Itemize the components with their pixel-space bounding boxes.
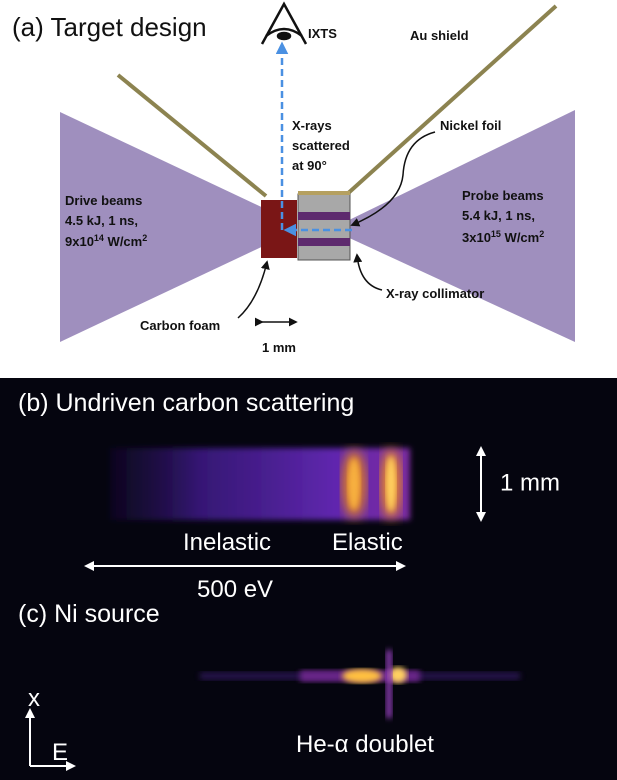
inelastic-core — [348, 458, 360, 510]
pointer — [357, 255, 382, 290]
superscript: 14 — [94, 233, 104, 243]
label-line: 4.5 kJ, 1 ns, — [65, 213, 138, 228]
figure: (a) Target design IXTS Au shield Nickel … — [0, 0, 617, 780]
label: 3x1015 W/cm2 — [462, 229, 544, 245]
superscript: 2 — [539, 229, 544, 239]
label: 1 mm — [262, 340, 296, 355]
label: He-α doublet — [296, 731, 434, 758]
label: Carbon foam — [140, 318, 220, 333]
elastic-core — [386, 456, 396, 512]
collimator — [298, 194, 350, 260]
label-line: scattered — [292, 138, 350, 153]
label-line: Drive beams — [65, 193, 142, 208]
label: 9x1014 W/cm2 — [65, 233, 147, 249]
label: Nickel foil — [440, 118, 501, 133]
label: 1 mm — [500, 469, 560, 496]
image-background — [0, 378, 617, 780]
vertical-streak — [386, 650, 392, 718]
axis-label: x — [28, 685, 40, 712]
label: Elastic — [332, 529, 403, 556]
eye-icon — [262, 4, 306, 44]
panel-title: (a) Target design — [12, 12, 207, 42]
label-line: Probe beams — [462, 188, 544, 203]
collimator-top — [298, 191, 350, 195]
label-line: X-rays — [292, 118, 332, 133]
label-line: at 90° — [292, 158, 327, 173]
label: IXTS — [308, 26, 337, 41]
label: Au shield — [410, 28, 469, 43]
label: X-ray collimator — [386, 286, 484, 301]
page: { "panel_a": { "title": "(a) Target desi… — [0, 0, 617, 780]
doublet-peak — [342, 669, 382, 683]
label: Inelastic — [183, 529, 271, 556]
collimator-stripe — [298, 238, 350, 246]
text: 9x10 — [65, 234, 94, 249]
text: W/cm — [501, 230, 539, 245]
label: 500 eV — [197, 576, 273, 603]
text: 3x10 — [462, 230, 491, 245]
text: W/cm — [104, 234, 142, 249]
label-line: 5.4 kJ, 1 ns, — [462, 208, 535, 223]
superscript: 2 — [142, 233, 147, 243]
probe-beam — [345, 110, 575, 342]
superscript: 15 — [491, 229, 501, 239]
panel-title: (b) Undriven carbon scattering — [18, 389, 354, 417]
panel-title: (c) Ni source — [18, 600, 160, 628]
axis-label: E — [52, 739, 68, 766]
collimator-stripe — [298, 212, 350, 220]
label: X-rays scattered at 90° — [292, 118, 353, 173]
panel-a: (a) Target design IXTS Au shield Nickel … — [12, 4, 575, 355]
pointer — [238, 262, 267, 318]
